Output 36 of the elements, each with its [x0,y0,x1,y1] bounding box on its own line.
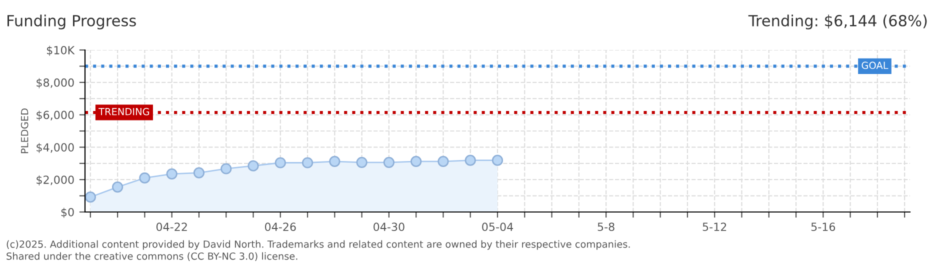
x-tick-label: 5-12 [702,222,726,232]
y-tick-label: $4,000 [36,142,74,154]
chart-title: Funding Progress [8,14,136,30]
point [410,156,422,168]
point [274,157,286,168]
text: Shared under the creative commons (CC BY-NC 3.0) license. [6,252,298,261]
text: (c)2025. Additional content provided by David North. Trademarks and related content are owned by their respective companies. [6,240,630,250]
ref-line-label: TRENDING [98,108,150,116]
point [464,154,476,166]
y-tick-label: $0 [61,208,74,218]
y-tick-label: $10K [47,46,75,56]
point [329,156,340,168]
y-tick-label: $2,000 [36,175,74,186]
point [248,160,259,172]
text: Trending: $6,144 (68%) [748,14,927,30]
point [85,192,96,203]
point [302,157,314,168]
y-tick-label: $8,000 [36,78,74,88]
ref-line-label: GOAL [862,62,888,70]
point [139,172,150,184]
point [438,156,449,168]
x-tick-label: 05-04 [482,222,514,232]
x-tick-label: 04-26 [264,222,296,232]
point [492,154,504,166]
point [193,167,205,178]
point [383,156,395,168]
y-axis-title: PLEDGED [20,108,28,154]
point [166,168,178,180]
point [112,181,124,193]
x-tick-label: 04-22 [156,222,187,232]
point [220,163,232,174]
x-tick-label: 5-8 [598,222,614,232]
point [356,156,368,168]
x-tick-label: 04-30 [374,222,404,232]
x-tick-label: 5-16 [811,222,836,232]
y-tick-label: $6,000 [36,110,74,121]
